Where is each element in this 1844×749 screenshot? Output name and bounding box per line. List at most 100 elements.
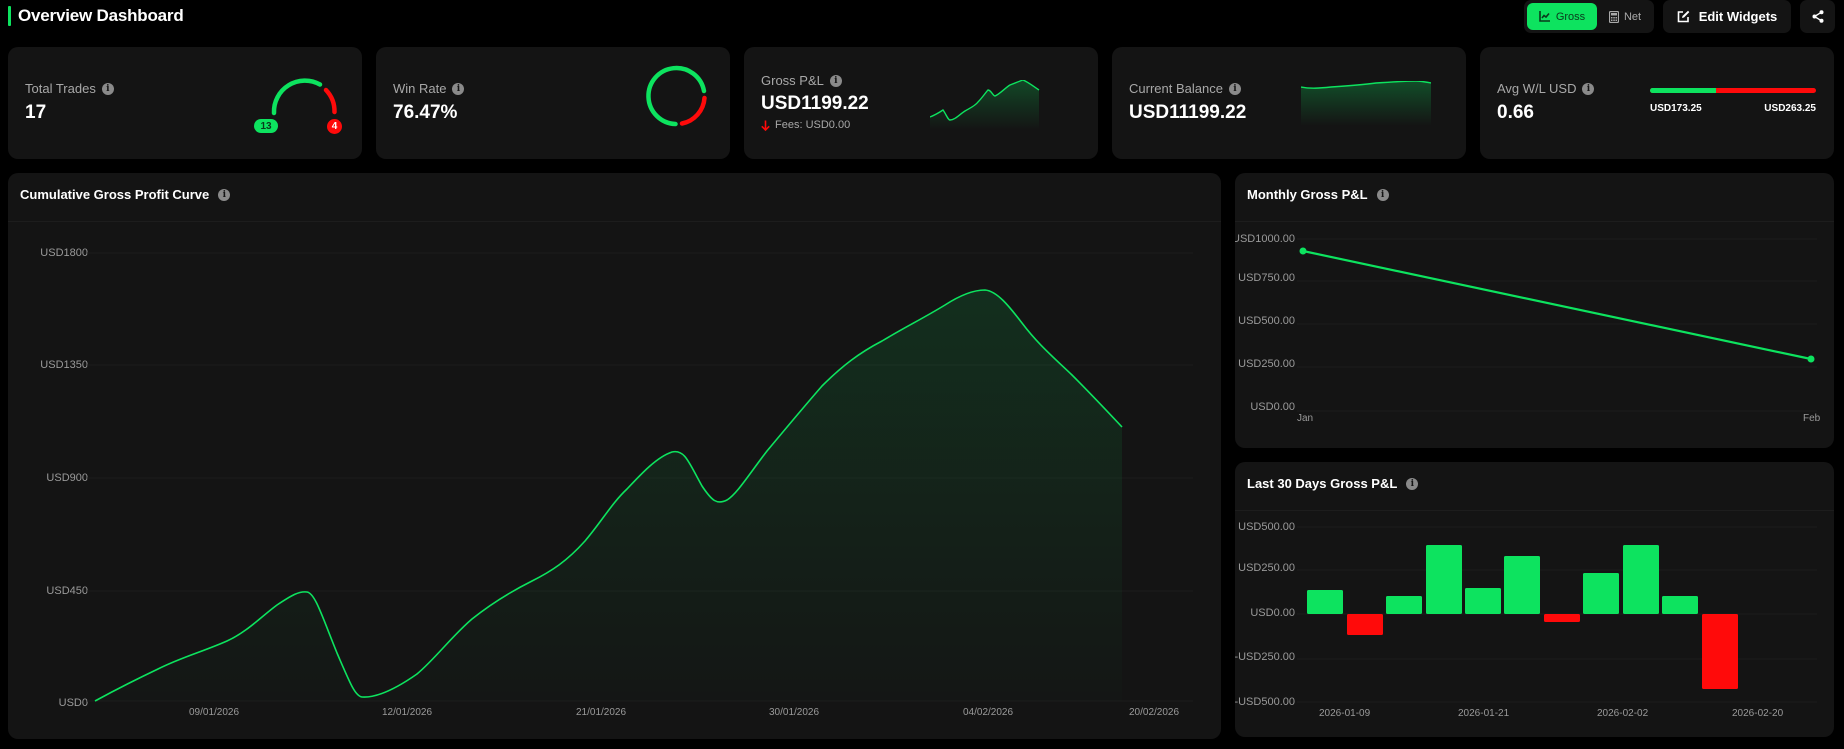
share-icon xyxy=(1812,10,1823,23)
info-icon[interactable]: i xyxy=(218,188,231,201)
gross-net-toggle: Gross Net xyxy=(1524,0,1654,33)
gross-pnl-card: Gross P&L i USD1199.22 Fees: USD0.00 xyxy=(744,47,1098,159)
edit-widgets-label: Edit Widgets xyxy=(1698,9,1778,24)
fees-text: Fees: USD0.00 xyxy=(775,119,851,131)
y-tick: USD250.00 xyxy=(1238,358,1295,370)
fees-row: Fees: USD0.00 xyxy=(761,119,850,131)
net-toggle-label: Net xyxy=(1623,10,1642,23)
data-point xyxy=(1299,247,1307,255)
x-tick: 2026-02-20 xyxy=(1732,708,1784,719)
net-toggle-button[interactable]: Net xyxy=(1599,3,1651,30)
losses-badge: 4 xyxy=(327,119,342,134)
cumulative-chart-title-text: Cumulative Gross Profit Curve xyxy=(20,187,210,202)
last30-pnl-bar-chart xyxy=(1297,526,1817,703)
win-rate-donut xyxy=(646,65,707,127)
x-tick: 2026-01-09 xyxy=(1319,708,1371,719)
grid-lines xyxy=(1297,238,1817,412)
y-tick: USD1350 xyxy=(40,359,88,371)
data-point xyxy=(1807,355,1815,363)
gross-pnl-sparkline xyxy=(930,80,1040,130)
win-rate-label: Win Rate i xyxy=(393,81,465,96)
balance-sparkline xyxy=(1301,81,1431,126)
card-divider xyxy=(8,221,1221,222)
x-tick: 2026-01-21 xyxy=(1458,708,1510,719)
x-tick: 20/02/2026 xyxy=(1129,707,1180,718)
info-icon[interactable]: i xyxy=(829,74,842,87)
edit-icon xyxy=(1677,10,1689,23)
avg-wl-label: Avg W/L USD i xyxy=(1497,81,1595,96)
x-tick: Feb xyxy=(1803,413,1821,424)
y-tick: USD1800 xyxy=(40,247,88,259)
avg-win-bar-segment xyxy=(1650,88,1716,93)
x-tick: Jan xyxy=(1297,413,1314,424)
info-icon[interactable]: i xyxy=(1582,82,1595,95)
info-icon[interactable]: i xyxy=(1376,188,1389,201)
avg-win-value: USD173.25 xyxy=(1650,103,1702,114)
total-trades-card: Total Trades i 17 13 4 xyxy=(8,47,362,159)
gross-toggle-button[interactable]: Gross xyxy=(1527,3,1597,30)
last30-chart-title-text: Last 30 Days Gross P&L xyxy=(1247,476,1398,491)
avg-wl-value: 0.66 xyxy=(1497,102,1534,123)
total-trades-value: 17 xyxy=(25,102,47,123)
gross-pnl-label: Gross P&L i xyxy=(761,73,842,88)
cumulative-profit-card: Cumulative Gross Profit Curve i USD1800 … xyxy=(8,173,1221,739)
last30-chart-title: Last 30 Days Gross P&L i xyxy=(1247,476,1419,491)
y-tick: -USD250.00 xyxy=(1235,651,1295,663)
page-title-text: Overview Dashboard xyxy=(18,6,184,25)
y-tick: USD1000.00 xyxy=(1235,233,1295,245)
card-divider xyxy=(1235,221,1834,222)
avg-wl-ratio-bar xyxy=(1650,88,1816,93)
gross-pnl-label-text: Gross P&L xyxy=(761,73,824,88)
avg-wl-card: Avg W/L USD i 0.66 USD173.25 USD263.25 xyxy=(1480,47,1834,159)
edit-widgets-button[interactable]: Edit Widgets xyxy=(1663,0,1791,33)
monthly-pnl-card: Monthly Gross P&L i USD1000.00 USD750.00… xyxy=(1235,173,1834,448)
current-balance-card: Current Balance i USD11199.22 xyxy=(1112,47,1466,159)
last30-pnl-card: Last 30 Days Gross P&L i USD500.00 USD25… xyxy=(1235,462,1834,737)
win-rate-label-text: Win Rate xyxy=(393,81,447,96)
share-button[interactable] xyxy=(1800,0,1835,33)
gross-toggle-label: Gross xyxy=(1555,10,1586,23)
x-tick: 30/01/2026 xyxy=(769,707,820,718)
y-tick: USD500.00 xyxy=(1238,315,1295,327)
title-accent-bar xyxy=(8,6,11,26)
chart-line-icon xyxy=(1539,11,1550,22)
y-tick: USD0.00 xyxy=(1250,401,1295,413)
info-icon[interactable]: i xyxy=(1228,82,1241,95)
wins-badge: 13 xyxy=(254,119,278,133)
total-trades-label: Total Trades i xyxy=(25,81,114,96)
info-icon[interactable]: i xyxy=(452,82,465,95)
y-tick: USD0 xyxy=(58,697,88,709)
total-trades-label-text: Total Trades xyxy=(25,81,96,96)
info-icon[interactable]: i xyxy=(1406,477,1419,490)
info-icon[interactable]: i xyxy=(101,82,114,95)
monthly-chart-title: Monthly Gross P&L i xyxy=(1247,187,1389,202)
monthly-pnl-chart xyxy=(1297,238,1817,412)
arrow-down-icon xyxy=(761,120,770,131)
y-tick: USD900 xyxy=(46,472,88,484)
avg-loss-value: USD263.25 xyxy=(1764,103,1816,114)
y-tick: USD750.00 xyxy=(1238,272,1295,284)
page-title: Overview Dashboard xyxy=(8,6,184,26)
cumulative-line xyxy=(94,289,1123,702)
cumulative-profit-chart xyxy=(87,252,1193,702)
monthly-chart-title-text: Monthly Gross P&L xyxy=(1247,187,1368,202)
card-divider xyxy=(1235,510,1834,511)
win-rate-card: Win Rate i 76.47% xyxy=(376,47,730,159)
x-tick: 09/01/2026 xyxy=(189,707,240,718)
current-balance-label-text: Current Balance xyxy=(1129,81,1223,96)
x-tick: 21/01/2026 xyxy=(576,707,627,718)
x-tick: 2026-02-02 xyxy=(1597,708,1649,719)
calculator-icon xyxy=(1608,10,1619,23)
x-tick: 12/01/2026 xyxy=(382,707,433,718)
win-loss-gauge xyxy=(271,78,337,116)
avg-wl-label-text: Avg W/L USD xyxy=(1497,81,1577,96)
win-rate-value: 76.47% xyxy=(393,102,458,123)
current-balance-label: Current Balance i xyxy=(1129,81,1241,96)
y-tick: -USD500.00 xyxy=(1235,696,1295,708)
bars xyxy=(1307,545,1738,689)
current-balance-value: USD11199.22 xyxy=(1129,102,1247,123)
y-tick: USD0.00 xyxy=(1250,607,1295,619)
gross-pnl-value: USD1199.22 xyxy=(761,93,869,114)
y-tick: USD450 xyxy=(46,585,88,597)
cumulative-chart-title: Cumulative Gross Profit Curve i xyxy=(20,187,231,202)
